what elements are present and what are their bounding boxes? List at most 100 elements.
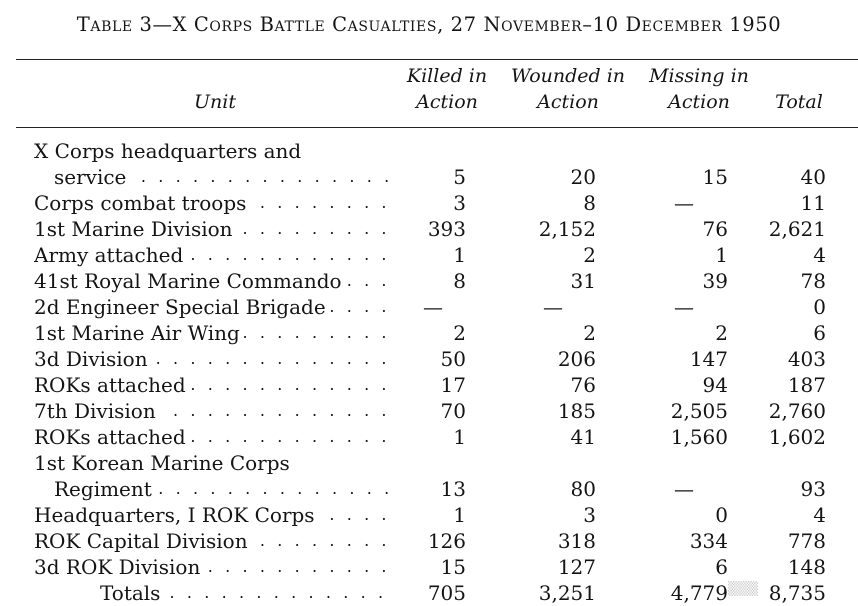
wounded-cell: 41	[570, 425, 596, 449]
wounded-cell: 127	[557, 555, 596, 579]
missing-cell: 1	[715, 243, 728, 267]
unit-label: 3d Division . . . . . . . . . . . . . . …	[34, 347, 390, 371]
unit-label: 1st Marine Air Wing . . . . . . . . . . …	[34, 321, 390, 345]
unit-label: ROK Capital Division . . . . . . . . . .…	[34, 529, 390, 553]
wounded-cell: 2,152	[538, 217, 596, 241]
unit-label: 1st Korean Marine Corps	[34, 450, 390, 476]
table-row: 3d Division . . . . . . . . . . . . . . …	[0, 346, 858, 372]
total-cell: 8,735	[768, 581, 826, 605]
header-killed: Killed in Action	[406, 65, 488, 113]
missing-cell: 15	[702, 165, 728, 189]
killed-cell: 13	[440, 477, 466, 501]
table-row: X Corps headquarters and	[0, 138, 858, 164]
wounded-cell: —	[543, 295, 563, 319]
missing-cell: 76	[702, 217, 728, 241]
total-cell: 187	[787, 373, 826, 397]
table-row: 1st Marine Air Wing . . . . . . . . . . …	[0, 320, 858, 346]
wounded-cell: 31	[570, 269, 596, 293]
table-row: 2d Engineer Special Brigade . . . . . . …	[0, 294, 858, 320]
table-row: 1st Korean Marine Corps	[0, 450, 858, 476]
wounded-cell: 3,251	[538, 581, 596, 605]
header-wounded: Wounded in Action	[510, 65, 626, 113]
killed-cell: 1	[453, 503, 466, 527]
top-rule	[16, 59, 858, 60]
unit-label: X Corps headquarters and	[34, 138, 390, 164]
total-cell: 2,621	[768, 217, 826, 241]
total-cell: 4	[813, 503, 826, 527]
wounded-cell: 206	[557, 347, 596, 371]
killed-cell: —	[423, 295, 443, 319]
wounded-cell: 2	[583, 243, 596, 267]
unit-label: Headquarters, I ROK Corps . . . . . . . …	[34, 503, 390, 527]
wounded-cell: 2	[583, 321, 596, 345]
total-cell: 1,602	[768, 425, 826, 449]
missing-cell: 2	[715, 321, 728, 345]
table-row: ROKs attached . . . . . . . . . . . . . …	[0, 424, 858, 450]
missing-cell: 6	[715, 555, 728, 579]
table-row: Headquarters, I ROK Corps . . . . . . . …	[0, 502, 858, 528]
table-row: ROK Capital Division . . . . . . . . . .…	[0, 528, 858, 554]
wounded-cell: 80	[570, 477, 596, 501]
total-cell: 778	[787, 529, 826, 553]
unit-label: 3d ROK Division . . . . . . . . . . . . …	[34, 555, 390, 579]
wounded-cell: 8	[583, 191, 596, 215]
killed-cell: 70	[440, 399, 466, 423]
killed-cell: 5	[453, 165, 466, 189]
missing-cell: —	[674, 477, 694, 501]
missing-cell: 1,560	[670, 425, 728, 449]
total-cell: 93	[800, 477, 826, 501]
table-row: Corps combat troops . . . . . . . . . . …	[0, 190, 858, 216]
killed-cell: 705	[427, 581, 466, 605]
table-row: ROKs attached . . . . . . . . . . . . . …	[0, 372, 858, 398]
wounded-cell: 76	[570, 373, 596, 397]
killed-cell: 1	[453, 425, 466, 449]
total-cell: 403	[787, 347, 826, 371]
total-cell: 78	[800, 269, 826, 293]
unit-label: 41st Royal Marine Commando . . . . . . .…	[34, 269, 390, 293]
missing-cell: 0	[715, 503, 728, 527]
unit-label: Totals . . . . . . . . . . . . . . . . .…	[100, 580, 390, 606]
total-cell: 2,760	[768, 399, 826, 423]
unit-label: 2d Engineer Special Brigade . . . . . . …	[34, 295, 390, 319]
killed-cell: 8	[453, 269, 466, 293]
total-cell: 40	[800, 165, 826, 189]
total-cell: 0	[813, 295, 826, 319]
unit-label: 7th Division . . . . . . . . . . . . . .…	[34, 399, 390, 423]
missing-cell: 94	[702, 373, 728, 397]
wounded-cell: 185	[557, 399, 596, 423]
wounded-cell: 20	[570, 165, 596, 189]
total-cell: 4	[813, 243, 826, 267]
unit-label: ROKs attached . . . . . . . . . . . . . …	[34, 373, 390, 397]
wounded-cell: 3	[583, 503, 596, 527]
watermark: ▒▒▒	[728, 582, 758, 597]
unit-label: Army attached . . . . . . . . . . . . . …	[34, 243, 390, 267]
killed-cell: 1	[453, 243, 466, 267]
dot-leader: . . . . . . . . . . . . . . . . . . . . …	[54, 167, 390, 186]
total-cell: 11	[800, 191, 826, 215]
missing-cell: 4,779	[670, 581, 728, 605]
header-missing: Missing in Action	[649, 65, 749, 113]
total-cell: 148	[787, 555, 826, 579]
unit-label: service . . . . . . . . . . . . . . . . …	[54, 164, 390, 190]
table-row: Army attached . . . . . . . . . . . . . …	[0, 242, 858, 268]
unit-label: Corps combat troops . . . . . . . . . . …	[34, 191, 390, 215]
header-rule	[16, 127, 858, 128]
missing-cell: —	[674, 191, 694, 215]
table-row: service . . . . . . . . . . . . . . . . …	[0, 164, 858, 190]
missing-cell: 2,505	[670, 399, 728, 423]
unit-label: Regiment . . . . . . . . . . . . . . . .…	[54, 476, 390, 502]
killed-cell: 17	[440, 373, 466, 397]
table-row: 1st Marine Division . . . . . . . . . . …	[0, 216, 858, 242]
unit-label: ROKs attached . . . . . . . . . . . . . …	[34, 425, 390, 449]
wounded-cell: 318	[557, 529, 596, 553]
dot-leader: . . . . . . . . . . . . . . . . . . . . …	[100, 583, 390, 602]
table-title: Table 3—X Corps Battle Casualties, 27 No…	[76, 13, 782, 36]
missing-cell: 334	[689, 529, 728, 553]
table-row: 7th Division . . . . . . . . . . . . . .…	[0, 398, 858, 424]
missing-cell: 39	[702, 269, 728, 293]
unit-label: 1st Marine Division . . . . . . . . . . …	[34, 217, 390, 241]
table-row: Regiment . . . . . . . . . . . . . . . .…	[0, 476, 858, 502]
table-row: 3d ROK Division . . . . . . . . . . . . …	[0, 554, 858, 580]
missing-cell: —	[674, 295, 694, 319]
header-unit: Unit	[194, 91, 236, 113]
